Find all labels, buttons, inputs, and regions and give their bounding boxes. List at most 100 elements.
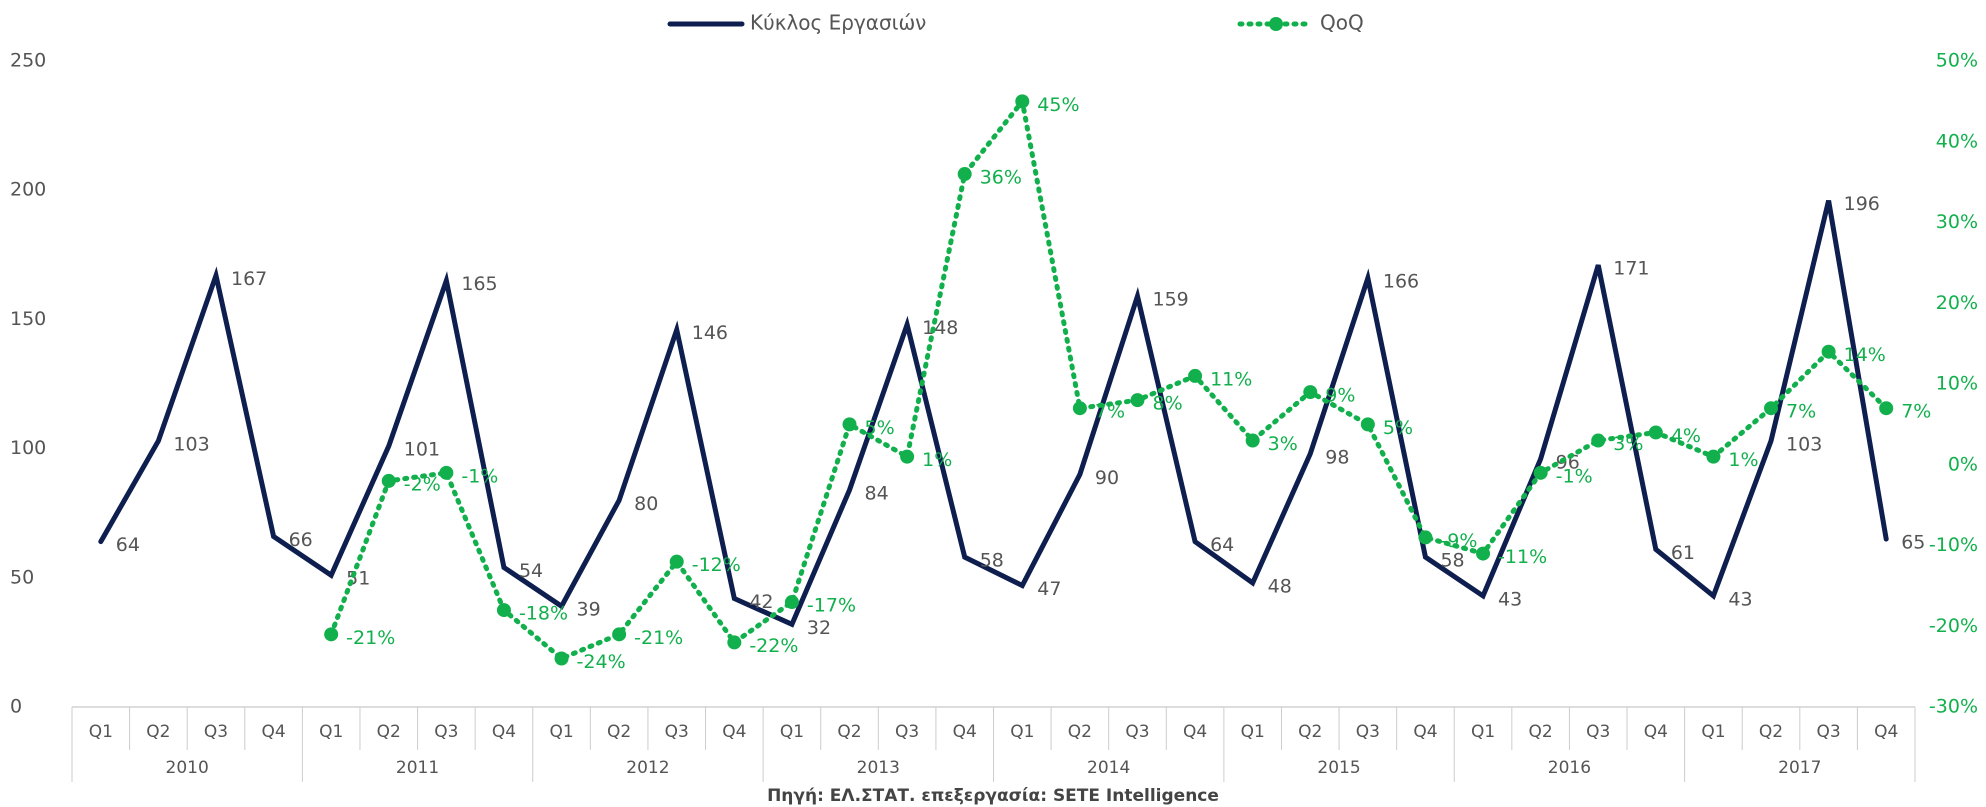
data-label: 54 <box>519 560 543 582</box>
qoq-marker <box>1476 546 1491 561</box>
qoq-marker <box>1245 433 1260 448</box>
data-label: 103 <box>1786 433 1822 455</box>
x-tick-label: Q4 <box>1874 722 1898 742</box>
data-label: 159 <box>1152 289 1188 311</box>
data-label: 5% <box>1383 417 1413 439</box>
data-label: 64 <box>1210 534 1234 556</box>
data-label: 11% <box>1210 368 1252 390</box>
y-tick-label: 50 <box>10 566 34 588</box>
x-tick-label: Q3 <box>665 722 689 742</box>
qoq-marker <box>957 167 972 182</box>
data-label: 45% <box>1037 94 1079 116</box>
qoq-marker <box>381 473 396 488</box>
x-tick-label: Q4 <box>261 722 285 742</box>
x-tick-label: Q3 <box>1125 722 1149 742</box>
data-label: 47 <box>1037 578 1061 600</box>
x-tick-label: Q4 <box>722 722 746 742</box>
x-tick-label: Q4 <box>492 722 516 742</box>
data-label: 43 <box>1498 588 1522 610</box>
data-label: 5% <box>865 417 895 439</box>
y2-tick-label: 50% <box>1936 50 1978 72</box>
data-label: 3% <box>1268 433 1298 455</box>
data-label: 42 <box>749 591 773 613</box>
y-tick-label: 200 <box>10 179 46 201</box>
y2-tick-label: -10% <box>1929 534 1978 556</box>
data-label: 58 <box>980 550 1004 572</box>
data-label: 171 <box>1613 258 1649 280</box>
x-tick-label: Q2 <box>1529 722 1553 742</box>
qoq-marker <box>784 595 799 610</box>
x-tick-label: Q2 <box>146 722 170 742</box>
y-tick-label: 0 <box>10 696 22 718</box>
data-label: 1% <box>1728 449 1758 471</box>
data-label: -11% <box>1498 546 1547 568</box>
data-label: 103 <box>173 433 209 455</box>
data-label: 65 <box>1901 532 1925 554</box>
qoq-marker <box>612 627 627 642</box>
qoq-marker <box>900 449 915 464</box>
qoq-marker <box>1879 401 1894 416</box>
data-label: -24% <box>577 651 626 673</box>
qoq-marker <box>669 554 684 569</box>
x-tick-label: Q4 <box>953 722 977 742</box>
y-tick-label: 150 <box>10 308 46 330</box>
x-tick-label: Q2 <box>837 722 861 742</box>
data-label: -2% <box>404 473 441 495</box>
x-tick-label: Q4 <box>1183 722 1207 742</box>
x-tick-label: Q2 <box>1759 722 1783 742</box>
qoq-marker <box>1533 465 1548 480</box>
x-tick-label: Q1 <box>319 722 343 742</box>
data-label: 90 <box>1095 467 1119 489</box>
x-tick-label: Q4 <box>1644 722 1668 742</box>
y-tick-label: 100 <box>10 437 46 459</box>
x-tick-label: Q1 <box>549 722 573 742</box>
year-label: 2017 <box>1778 758 1821 778</box>
data-label: -17% <box>807 595 856 617</box>
data-label: 14% <box>1844 344 1886 366</box>
qoq-marker <box>1188 368 1203 383</box>
x-tick-label: Q3 <box>1817 722 1841 742</box>
data-label: 7% <box>1901 401 1931 423</box>
x-tick-label: Q3 <box>204 722 228 742</box>
turnover-line <box>98 199 1889 628</box>
source-note: Πηγή: ΕΛ.ΣΤΑΤ. επεξεργασία: SETE Intelli… <box>767 786 1219 806</box>
x-tick-label: Q1 <box>1010 722 1034 742</box>
y-tick-label: 250 <box>10 50 46 72</box>
data-label: 66 <box>289 529 313 551</box>
legend-label: QoQ <box>1320 11 1364 35</box>
data-label: 165 <box>461 273 497 295</box>
data-label: 51 <box>346 568 370 590</box>
qoq-marker <box>439 465 454 480</box>
data-label: 32 <box>807 617 831 639</box>
year-label: 2013 <box>857 758 900 778</box>
data-label: 196 <box>1844 193 1880 215</box>
data-label: 61 <box>1671 542 1695 564</box>
qoq-marker <box>1360 417 1375 432</box>
data-label: 4% <box>1671 425 1701 447</box>
data-label: 48 <box>1268 575 1292 597</box>
legend-label: Κύκλος Εργασιών <box>750 11 926 35</box>
data-label: 64 <box>116 534 140 556</box>
data-label: 80 <box>634 493 658 515</box>
qoq-marker <box>1303 385 1318 400</box>
data-label: 43 <box>1728 588 1752 610</box>
year-label: 2010 <box>166 758 209 778</box>
qoq-marker <box>1418 530 1433 545</box>
data-label: 7% <box>1095 401 1125 423</box>
x-tick-label: Q1 <box>1701 722 1725 742</box>
y2-tick-label: 30% <box>1936 211 1978 233</box>
qoq-marker <box>496 603 511 618</box>
x-tick-label: Q1 <box>1241 722 1265 742</box>
data-label: 1% <box>922 449 952 471</box>
qoq-marker <box>1072 401 1087 416</box>
qoq-marker <box>1764 401 1779 416</box>
data-label: 39 <box>577 599 601 621</box>
data-label: -1% <box>1556 465 1593 487</box>
y2-tick-label: 20% <box>1936 292 1978 314</box>
qoq-marker <box>842 417 857 432</box>
data-label: -22% <box>749 635 798 657</box>
x-tick-label: Q2 <box>1068 722 1092 742</box>
qoq-line <box>328 95 1889 662</box>
y2-tick-label: 40% <box>1936 130 1978 152</box>
